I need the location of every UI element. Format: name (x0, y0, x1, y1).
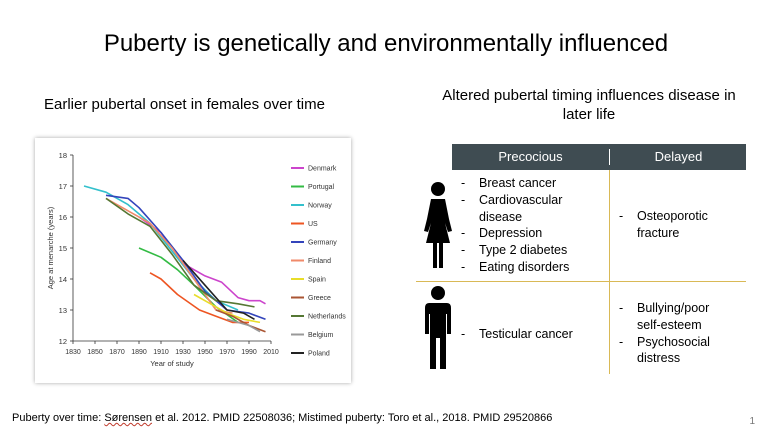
series-line-greece (215, 309, 266, 333)
header-precocious: Precocious (498, 149, 563, 164)
list-item: Breast cancer (461, 175, 601, 192)
legend-label: Denmark (308, 166, 337, 173)
table-column-divider (609, 170, 610, 374)
x-tick-label: 1970 (219, 349, 235, 356)
y-tick-label: 12 (59, 337, 67, 346)
list-item: Psychosocial distress (619, 334, 729, 368)
x-tick-label: 1930 (175, 349, 191, 356)
legend-label: Germany (308, 240, 337, 247)
legend-label: Spain (308, 277, 326, 284)
male-figure-icon (423, 286, 453, 375)
series-line-spain (193, 293, 261, 324)
chart-section-heading: Earlier pubertal onset in females over t… (44, 96, 325, 113)
list-item: Testicular cancer (461, 326, 601, 343)
legend-label: Belgium (308, 332, 333, 339)
series-line-us (149, 272, 249, 324)
legend-label: US (308, 221, 318, 228)
list-item: Type 2 diabetes (461, 242, 601, 259)
y-tick-label: 16 (59, 213, 67, 222)
list-item: Depression (461, 225, 601, 242)
legend-label: Greece (308, 295, 331, 302)
x-tick-label: 1990 (241, 349, 257, 356)
y-tick-label: 15 (59, 244, 67, 253)
series-line-norway (83, 185, 239, 311)
header-delayed: Delayed (609, 149, 747, 165)
x-tick-label: 1870 (109, 349, 125, 356)
menarche-chart: 12 13 14 15 16 17 18 1830 1850 1870 1890 1910 1930 19… (35, 138, 351, 383)
x-tick-label: 1950 (197, 349, 213, 356)
y-tick-label: 14 (59, 275, 67, 284)
chart-legend: Denmark Portugal Norway US Germany Finland Spa… (291, 166, 346, 358)
list-item: Bullying/poor self-esteem (619, 300, 729, 334)
series-line-poland (182, 259, 255, 320)
line-chart: 12 13 14 15 16 17 18 1830 1850 1870 1890 1910 1930 19… (46, 151, 346, 368)
y-tick-label: 13 (59, 306, 67, 315)
male-delayed-list: Bullying/poor self-esteem Psychosocial d… (619, 300, 729, 367)
legend-label: Poland (308, 351, 330, 358)
x-axis-title: Year of study (150, 359, 194, 368)
chart-axes: 12 13 14 15 16 17 18 1830 1850 1870 1890 1910 1930 19… (46, 151, 279, 368)
female-precocious-list: Breast cancer Cardiovascular disease Dep… (461, 175, 601, 276)
x-tick-label: 1910 (153, 349, 169, 356)
list-item: Eating disorders (461, 259, 601, 276)
citation-text-pre: Puberty over time: (12, 412, 105, 424)
list-item: Cardiovascular disease (461, 192, 601, 226)
list-item: Osteoporotic fracture (619, 208, 729, 242)
female-delayed-list: Osteoporotic fracture (619, 208, 729, 242)
legend-label: Norway (308, 203, 332, 210)
x-tick-label: 1830 (65, 349, 81, 356)
series-line-belgium (226, 318, 261, 333)
series-line-netherlands (105, 197, 255, 308)
male-precocious-list: Testicular cancer (461, 326, 601, 343)
x-tick-label: 1850 (87, 349, 103, 356)
citation-text-post: et al. 2012. PMID 22508036; Mistimed pub… (152, 412, 553, 424)
chart-series (83, 185, 266, 333)
page-number: 1 (749, 416, 755, 427)
table-header: Precocious Delayed (452, 144, 746, 170)
x-tick-label: 1890 (131, 349, 147, 356)
table-row-divider (416, 281, 746, 282)
x-tick-label: 2010 (263, 349, 279, 356)
slide-title: Puberty is genetically and environmental… (103, 30, 669, 57)
legend-label: Netherlands (308, 314, 346, 321)
table-section-heading: Altered pubertal timing influences disea… (442, 87, 736, 123)
citation-author: Sørensen (104, 412, 153, 424)
legend-label: Portugal (308, 184, 335, 191)
y-tick-label: 18 (59, 151, 67, 160)
citation-footer: Puberty over time: Sørensen et al. 2012.… (12, 412, 552, 424)
y-axis-title: Age at menarche (years) (46, 206, 55, 289)
legend-label: Finland (308, 258, 331, 265)
female-figure-icon (421, 181, 455, 274)
y-tick-label: 17 (59, 182, 67, 191)
